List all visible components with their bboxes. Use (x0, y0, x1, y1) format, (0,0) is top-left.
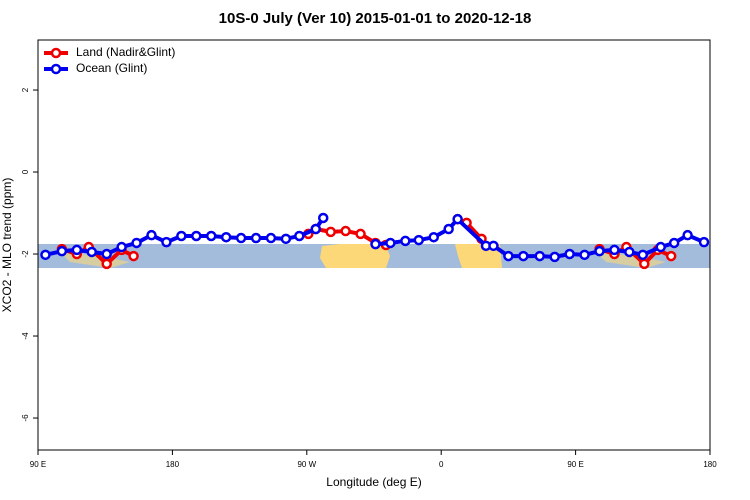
data-point (503, 250, 514, 262)
data-point (116, 241, 127, 253)
data-point (579, 249, 590, 261)
x-tick-label: 90 E (567, 460, 583, 469)
data-point (294, 230, 305, 242)
data-point (71, 244, 83, 256)
data-point (235, 232, 247, 244)
land-shape (455, 244, 502, 268)
data-point (443, 223, 454, 235)
data-point (131, 237, 142, 249)
data-point (220, 231, 232, 243)
data-point (413, 234, 425, 246)
legend-label: Ocean (Glint) (76, 61, 147, 75)
data-point (549, 251, 560, 263)
x-tick-label: 90 W (297, 460, 316, 469)
y-tick-label: 0 (21, 169, 30, 174)
data-point (682, 229, 693, 241)
data-point (161, 236, 172, 248)
data-point (655, 241, 666, 253)
legend-swatch-marker (50, 47, 62, 59)
data-point (624, 246, 635, 258)
x-tick-label: 90 E (30, 460, 46, 469)
data-point (609, 244, 620, 256)
data-point (385, 237, 396, 249)
data-point (639, 258, 650, 270)
data-point (317, 212, 329, 224)
y-tick-label: -6 (21, 414, 30, 422)
data-point (265, 232, 277, 244)
data-point (564, 248, 575, 260)
data-point (56, 245, 68, 257)
data-point (250, 232, 262, 244)
data-point (176, 230, 187, 242)
y-tick-label: -2 (21, 250, 30, 258)
data-point (340, 225, 351, 237)
data-point (101, 248, 112, 260)
data-point (637, 249, 649, 261)
data-point (428, 231, 439, 243)
x-axis-label: Longitude (deg E) (326, 475, 421, 489)
y-axis-label: XCO2 - MLO trend (ppm) (0, 178, 14, 313)
data-point (310, 223, 322, 235)
data-point (355, 228, 366, 240)
data-point (128, 250, 139, 262)
plot-frame (37, 39, 711, 451)
data-point (400, 235, 411, 247)
legend-label: Land (Nadir&Glint) (76, 45, 175, 59)
data-point (191, 230, 202, 242)
data-point (86, 246, 98, 258)
data-point (280, 233, 292, 245)
data-point (668, 237, 680, 249)
data-point (488, 240, 499, 252)
legend-swatch-marker (50, 63, 62, 75)
x-tick-label: 180 (166, 460, 180, 469)
data-point (40, 249, 51, 261)
data-point (698, 236, 710, 248)
y-tick-label: -4 (21, 332, 30, 340)
data-point (146, 229, 157, 241)
x-tick-label: 180 (703, 460, 717, 469)
data-point (534, 250, 546, 262)
data-point (370, 238, 381, 250)
chart-title: 10S-0 July (Ver 10) 2015-01-01 to 2020-1… (219, 10, 532, 27)
data-point (518, 250, 529, 262)
data-point (665, 250, 677, 262)
data-point (452, 213, 463, 225)
data-point (594, 245, 605, 257)
data-point (325, 226, 336, 238)
y-tick-label: 2 (21, 87, 30, 92)
data-point (205, 230, 217, 242)
data-point (101, 258, 112, 270)
x-tick-label: 0 (439, 460, 444, 469)
land-shape (320, 244, 390, 268)
